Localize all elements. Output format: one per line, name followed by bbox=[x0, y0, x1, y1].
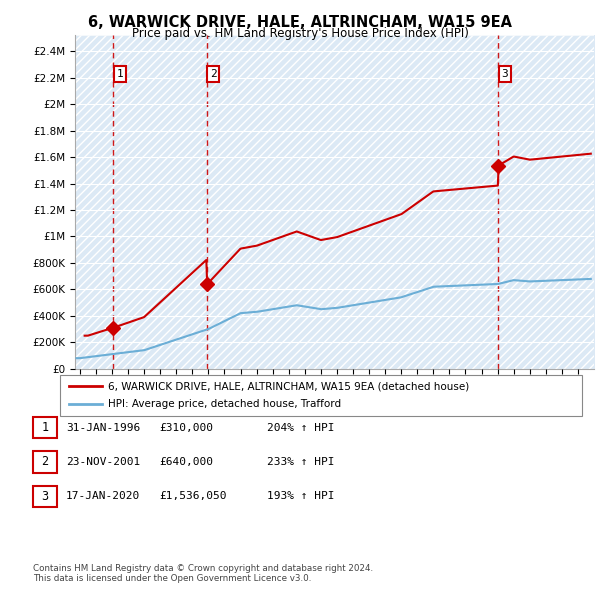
Text: £1,536,050: £1,536,050 bbox=[159, 491, 227, 501]
Text: 3: 3 bbox=[502, 69, 508, 78]
Text: Price paid vs. HM Land Registry's House Price Index (HPI): Price paid vs. HM Land Registry's House … bbox=[131, 27, 469, 40]
Text: 2: 2 bbox=[210, 69, 217, 78]
Text: 2: 2 bbox=[41, 455, 49, 468]
Text: £310,000: £310,000 bbox=[159, 423, 213, 432]
Text: 17-JAN-2020: 17-JAN-2020 bbox=[66, 491, 140, 501]
Text: 6, WARWICK DRIVE, HALE, ALTRINCHAM, WA15 9EA (detached house): 6, WARWICK DRIVE, HALE, ALTRINCHAM, WA15… bbox=[108, 381, 469, 391]
Text: 1: 1 bbox=[41, 421, 49, 434]
Text: 23-NOV-2001: 23-NOV-2001 bbox=[66, 457, 140, 467]
Text: 193% ↑ HPI: 193% ↑ HPI bbox=[267, 491, 335, 501]
Text: 1: 1 bbox=[116, 69, 123, 78]
Text: 6, WARWICK DRIVE, HALE, ALTRINCHAM, WA15 9EA: 6, WARWICK DRIVE, HALE, ALTRINCHAM, WA15… bbox=[88, 15, 512, 30]
Text: HPI: Average price, detached house, Trafford: HPI: Average price, detached house, Traf… bbox=[108, 399, 341, 409]
Text: 3: 3 bbox=[41, 490, 49, 503]
Text: £640,000: £640,000 bbox=[159, 457, 213, 467]
Text: 31-JAN-1996: 31-JAN-1996 bbox=[66, 423, 140, 432]
Text: 233% ↑ HPI: 233% ↑ HPI bbox=[267, 457, 335, 467]
Text: 204% ↑ HPI: 204% ↑ HPI bbox=[267, 423, 335, 432]
Text: Contains HM Land Registry data © Crown copyright and database right 2024.
This d: Contains HM Land Registry data © Crown c… bbox=[33, 563, 373, 583]
